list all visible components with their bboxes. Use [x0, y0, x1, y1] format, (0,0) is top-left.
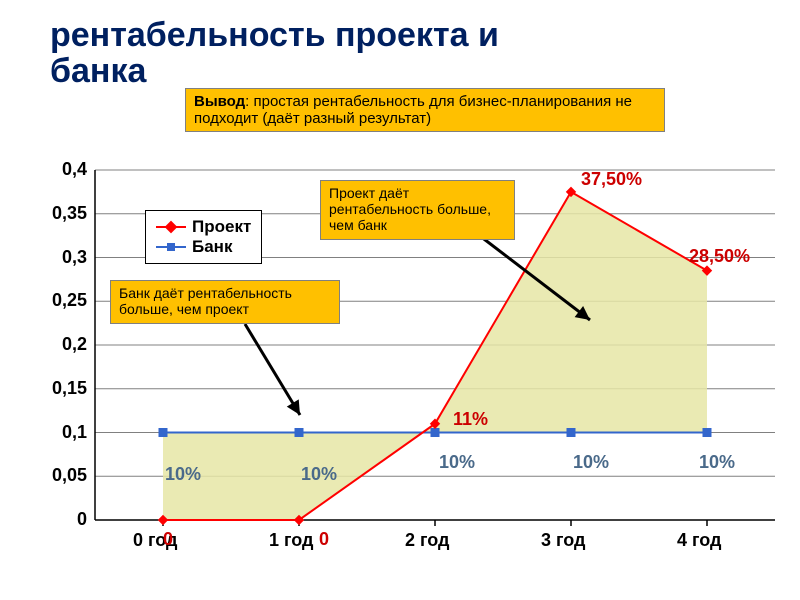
page-title: рентабельность проекта и банка — [50, 18, 570, 89]
data-point-label: 0 — [319, 529, 329, 550]
data-point-label: 10% — [573, 452, 609, 473]
y-tick-label: 0,4 — [62, 159, 87, 180]
x-tick-label: 2 год — [405, 530, 449, 551]
y-tick-label: 0,35 — [52, 203, 87, 224]
legend-label-bank: Банк — [192, 237, 232, 257]
y-tick-label: 0 — [77, 509, 87, 530]
data-point-label: 37,50% — [581, 169, 642, 190]
legend-label-project: Проект — [192, 217, 251, 237]
conclusion-callout: Вывод: простая рентабельность для бизнес… — [185, 88, 665, 132]
data-point-label: 11% — [453, 409, 488, 430]
annotation-project-text: Проект даёт рентабельность больше, чем б… — [329, 185, 491, 233]
data-point-label: 28,50% — [689, 246, 750, 267]
y-tick-label: 0,1 — [62, 422, 87, 443]
x-tick-label: 3 год — [541, 530, 585, 551]
legend-item-bank: Банк — [156, 237, 251, 257]
annotation-bank-text: Банк даёт рентабельность больше, чем про… — [119, 285, 292, 317]
data-point-label: 10% — [165, 464, 201, 485]
data-point-label: 0 — [163, 529, 173, 550]
x-tick-label: 4 год — [677, 530, 721, 551]
data-point-label: 10% — [439, 452, 475, 473]
y-tick-label: 0,25 — [52, 290, 87, 311]
data-point-label: 10% — [699, 452, 735, 473]
annotation-project-better: Проект даёт рентабельность больше, чем б… — [320, 180, 515, 240]
legend-item-project: Проект — [156, 217, 251, 237]
x-tick-label: 1 год — [269, 530, 313, 551]
legend-swatch-bank — [156, 246, 186, 248]
y-tick-label: 0,15 — [52, 378, 87, 399]
data-point-label: 10% — [301, 464, 337, 485]
legend: Проект Банк — [145, 210, 262, 264]
y-tick-label: 0,3 — [62, 247, 87, 268]
y-tick-label: 0,05 — [52, 465, 87, 486]
annotation-bank-better: Банк даёт рентабельность больше, чем про… — [110, 280, 340, 324]
y-tick-label: 0,2 — [62, 334, 87, 355]
legend-swatch-project — [156, 226, 186, 228]
conclusion-bold: Вывод — [194, 93, 245, 110]
conclusion-rest: : простая рентабельность для бизнес-план… — [194, 93, 632, 127]
